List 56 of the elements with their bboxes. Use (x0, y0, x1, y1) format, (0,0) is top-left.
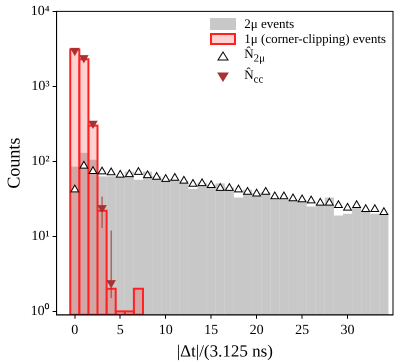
y-tick-label: 10¹ (31, 229, 50, 244)
point (380, 207, 388, 215)
point (343, 202, 352, 211)
x-tick-label: 10 (158, 322, 173, 338)
x-tick-label: 0 (71, 322, 78, 338)
point (243, 187, 252, 195)
x-tick-label: 25 (295, 322, 310, 338)
point (252, 188, 262, 197)
point (352, 200, 362, 208)
point (370, 204, 380, 212)
point (161, 174, 170, 182)
y-tick-label: 10⁴ (30, 4, 50, 20)
y-tick-label: 10³ (31, 79, 50, 94)
legend-label: 1μ (corner-clipping) events (244, 31, 386, 46)
point (70, 48, 80, 56)
point (188, 178, 198, 187)
point (124, 169, 134, 178)
point (334, 200, 343, 208)
point (134, 167, 143, 175)
point (234, 184, 243, 192)
x-tick-label: 15 (204, 322, 218, 338)
point (324, 198, 334, 206)
point (261, 187, 270, 195)
point (152, 172, 162, 180)
point (316, 198, 325, 206)
point (106, 168, 116, 176)
point (216, 183, 225, 191)
x-axis-title: |Δt|/(3.125 ns) (176, 341, 273, 360)
point (98, 166, 106, 174)
point (79, 55, 88, 63)
point (361, 204, 370, 212)
y-tick-label: 10⁰ (30, 303, 50, 320)
x-tick-label: 5 (116, 322, 124, 338)
point (270, 192, 280, 200)
point (79, 160, 88, 169)
point (306, 196, 316, 204)
point (288, 193, 298, 202)
point (143, 170, 152, 178)
x-tick-label: 30 (340, 322, 355, 338)
legend-label: 2μ events (244, 16, 294, 31)
point (280, 192, 288, 200)
y-tick-label: 10² (31, 154, 50, 170)
point (88, 120, 98, 128)
point (224, 183, 234, 191)
point (116, 170, 125, 178)
legend-label: N̂$_{2μ}$ (244, 46, 265, 67)
point (198, 178, 206, 186)
point (206, 180, 216, 188)
y-axis-title: Counts (4, 138, 24, 189)
point (88, 166, 98, 174)
legend-label: N̂$_{cc}$ (244, 66, 264, 88)
point (70, 184, 80, 192)
point (170, 173, 180, 181)
x-tick-label: 20 (250, 322, 264, 338)
point (179, 176, 188, 184)
point (298, 194, 306, 202)
